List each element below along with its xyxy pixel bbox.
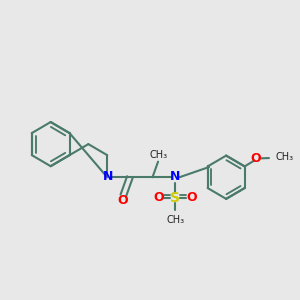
Text: CH₃: CH₃ (149, 150, 167, 160)
Text: CH₃: CH₃ (166, 215, 184, 225)
Text: N: N (170, 170, 180, 183)
Text: S: S (170, 191, 180, 205)
Text: O: O (154, 191, 164, 204)
Text: O: O (250, 152, 261, 165)
Text: N: N (103, 170, 113, 183)
Text: CH₃: CH₃ (276, 152, 294, 163)
Text: O: O (186, 191, 197, 204)
Text: O: O (117, 194, 128, 207)
